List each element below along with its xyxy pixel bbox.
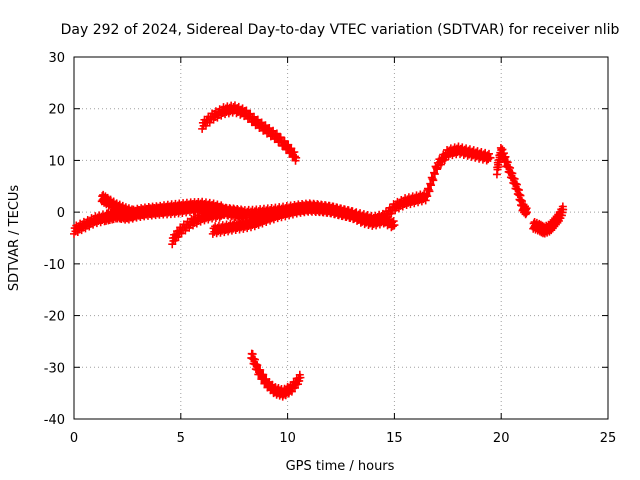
y-tick-label: 20 [48,103,65,118]
series-track-fall [492,143,531,219]
x-tick-label: 25 [600,431,617,446]
series-track-end [529,202,568,238]
data-point [430,170,439,179]
y-axis-label: SDTVAR / TECUs [7,185,22,292]
data-point [427,181,436,190]
y-tick-label: -30 [44,361,65,376]
x-tick-label: 5 [177,431,185,446]
series-track-arc-upper [198,101,301,165]
data-point [429,176,438,185]
data-points [70,101,568,401]
y-tick-label: 30 [48,51,65,66]
y-tick-label: 0 [57,206,65,221]
x-tick-label: 15 [386,431,403,446]
data-point [522,208,531,217]
series-track-main-right [219,199,399,232]
data-point [296,373,305,382]
data-point [425,187,434,196]
series-track-rise [379,142,495,225]
data-point [423,192,432,201]
axes [73,56,609,420]
series-track-dip-up [168,206,228,249]
y-tick-label: -20 [44,310,65,325]
x-tick-label: 10 [279,431,296,446]
x-axis-label: GPS time / hours [286,459,395,474]
data-point [559,205,568,214]
data-point [486,153,495,162]
y-tick-label: -40 [44,413,65,428]
plot-frame [73,56,609,420]
series-track-arc-lower [247,349,305,401]
grid [74,57,608,419]
y-tick-label: 10 [48,154,65,169]
x-tick-label: 0 [70,431,78,446]
data-point [390,221,399,230]
tick-labels: 0 5 10 15 20 25 -40 -30 -20 -10 0 10 20 30 [44,51,617,446]
data-point [292,153,301,162]
x-tick-label: 20 [493,431,510,446]
y-tick-label: -10 [44,258,65,273]
chart-title: Day 292 of 2024, Sidereal Day-to-day VTE… [61,22,620,38]
